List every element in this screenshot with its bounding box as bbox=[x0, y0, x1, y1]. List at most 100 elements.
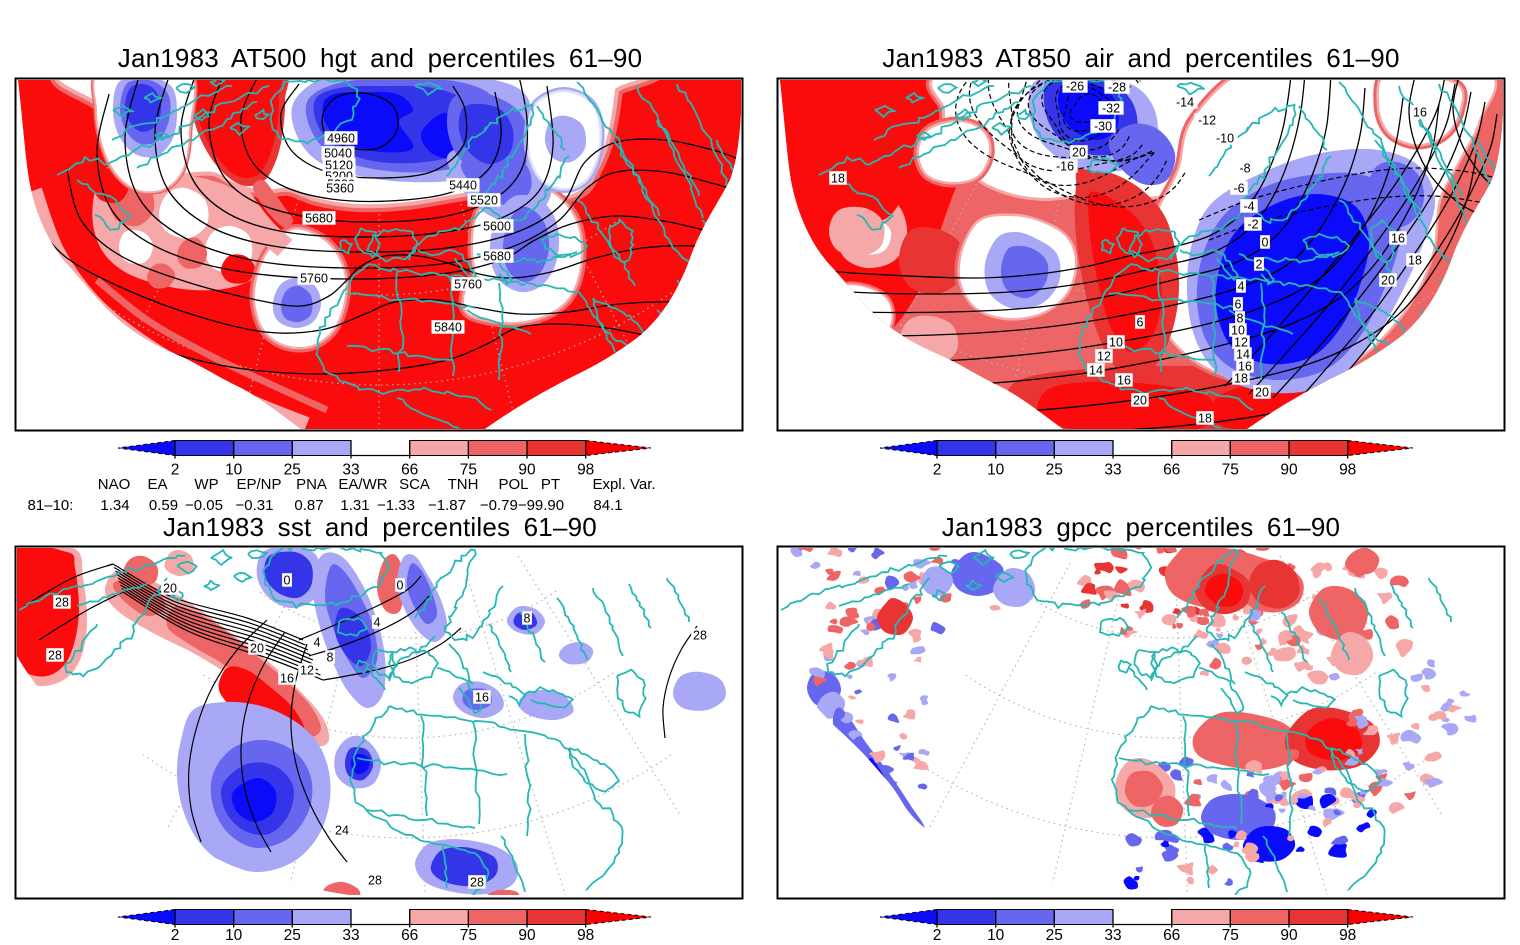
svg-text:25: 25 bbox=[1046, 927, 1063, 940]
svg-text:66: 66 bbox=[1163, 462, 1180, 479]
svg-text:25: 25 bbox=[284, 927, 301, 940]
svg-text:66: 66 bbox=[401, 927, 418, 940]
svg-text:-26: -26 bbox=[1066, 80, 1084, 94]
svg-text:66: 66 bbox=[401, 462, 418, 479]
svg-text:5360: 5360 bbox=[326, 182, 354, 196]
svg-text:SCA: SCA bbox=[399, 476, 430, 493]
svg-text:10: 10 bbox=[1231, 324, 1245, 338]
svg-text:0.87: 0.87 bbox=[294, 497, 323, 514]
svg-text:Jan1983 AT850 air and percenti: Jan1983 AT850 air and percentiles 61–90 bbox=[882, 43, 1399, 73]
svg-text:16: 16 bbox=[1117, 374, 1131, 388]
svg-text:81–10:: 81–10: bbox=[28, 497, 74, 514]
svg-text:25: 25 bbox=[284, 462, 301, 479]
svg-text:2: 2 bbox=[933, 927, 942, 940]
svg-text:16: 16 bbox=[1391, 232, 1405, 246]
svg-text:75: 75 bbox=[460, 462, 477, 479]
svg-text:POL: POL bbox=[498, 476, 528, 493]
svg-text:10: 10 bbox=[1109, 336, 1123, 350]
svg-text:75: 75 bbox=[1222, 462, 1239, 479]
svg-text:2: 2 bbox=[933, 462, 942, 479]
svg-text:18: 18 bbox=[1234, 372, 1248, 386]
svg-text:EA: EA bbox=[147, 476, 167, 493]
svg-text:−1.33: −1.33 bbox=[377, 497, 415, 514]
svg-text:-6: -6 bbox=[1233, 182, 1244, 196]
svg-text:-4: -4 bbox=[1243, 200, 1254, 214]
svg-text:5840: 5840 bbox=[434, 321, 462, 335]
svg-text:6: 6 bbox=[1137, 316, 1144, 330]
svg-text:20: 20 bbox=[1255, 386, 1269, 400]
svg-text:10: 10 bbox=[225, 462, 243, 479]
svg-text:0.59: 0.59 bbox=[149, 497, 178, 514]
svg-text:Jan1983 AT500 hgt and percenti: Jan1983 AT500 hgt and percentiles 61–90 bbox=[118, 43, 642, 73]
svg-text:33: 33 bbox=[1104, 462, 1121, 479]
svg-text:Expl. Var.: Expl. Var. bbox=[592, 476, 655, 493]
svg-text:-14: -14 bbox=[1176, 96, 1194, 110]
svg-text:14: 14 bbox=[1236, 348, 1250, 362]
svg-text:5600: 5600 bbox=[483, 220, 511, 234]
svg-text:5760: 5760 bbox=[300, 272, 328, 286]
svg-text:98: 98 bbox=[1339, 927, 1356, 940]
svg-text:2: 2 bbox=[171, 927, 180, 940]
svg-text:28: 28 bbox=[55, 596, 69, 610]
svg-text:5680: 5680 bbox=[305, 212, 333, 226]
svg-text:-8: -8 bbox=[1239, 162, 1250, 176]
svg-text:0: 0 bbox=[1262, 236, 1269, 250]
svg-text:5120: 5120 bbox=[325, 159, 353, 173]
svg-text:PT: PT bbox=[541, 476, 560, 493]
svg-text:20: 20 bbox=[1381, 274, 1395, 288]
svg-text:EP/NP: EP/NP bbox=[236, 476, 281, 493]
svg-text:Jan1983 sst and percentiles 61: Jan1983 sst and percentiles 61–90 bbox=[163, 512, 597, 542]
svg-text:4960: 4960 bbox=[327, 132, 355, 146]
svg-text:-28: -28 bbox=[1108, 81, 1126, 95]
svg-text:24: 24 bbox=[335, 824, 349, 838]
svg-text:75: 75 bbox=[1222, 927, 1239, 940]
svg-text:−0.79−99.90: −0.79−99.90 bbox=[480, 497, 564, 514]
svg-text:28: 28 bbox=[693, 629, 707, 643]
svg-text:EA/WR: EA/WR bbox=[338, 476, 387, 493]
svg-text:18: 18 bbox=[831, 172, 845, 186]
svg-text:10: 10 bbox=[225, 927, 243, 940]
svg-text:-2: -2 bbox=[1247, 218, 1258, 232]
svg-text:90: 90 bbox=[1280, 462, 1298, 479]
svg-text:TNH: TNH bbox=[448, 476, 479, 493]
svg-text:20: 20 bbox=[250, 642, 264, 656]
svg-text:NAO: NAO bbox=[98, 476, 131, 493]
svg-text:8: 8 bbox=[524, 612, 531, 626]
svg-text:25: 25 bbox=[1046, 462, 1063, 479]
svg-text:-30: -30 bbox=[1094, 120, 1112, 134]
svg-text:98: 98 bbox=[577, 927, 594, 940]
svg-text:8: 8 bbox=[1237, 312, 1244, 326]
svg-text:-10: -10 bbox=[1216, 132, 1234, 146]
svg-text:Jan1983 gpcc percentiles 61–90: Jan1983 gpcc percentiles 61–90 bbox=[942, 512, 1340, 542]
svg-text:2: 2 bbox=[171, 462, 180, 479]
svg-text:33: 33 bbox=[342, 927, 359, 940]
svg-text:28: 28 bbox=[470, 876, 484, 890]
svg-text:1.31: 1.31 bbox=[340, 497, 369, 514]
svg-text:16: 16 bbox=[1238, 360, 1252, 374]
svg-text:-32: -32 bbox=[1102, 102, 1120, 116]
svg-text:12: 12 bbox=[1234, 336, 1248, 350]
svg-text:16: 16 bbox=[1413, 106, 1427, 120]
svg-text:5520: 5520 bbox=[470, 194, 498, 208]
svg-text:12: 12 bbox=[1097, 350, 1111, 364]
svg-text:66: 66 bbox=[1163, 927, 1180, 940]
svg-text:18: 18 bbox=[1198, 412, 1212, 426]
svg-text:WP: WP bbox=[194, 476, 218, 493]
svg-text:28: 28 bbox=[368, 874, 382, 888]
svg-text:20: 20 bbox=[163, 582, 177, 596]
svg-text:14: 14 bbox=[1089, 364, 1103, 378]
svg-text:16: 16 bbox=[280, 672, 294, 686]
svg-text:−0.05: −0.05 bbox=[185, 497, 223, 514]
svg-text:28: 28 bbox=[48, 649, 62, 663]
svg-text:−1.87: −1.87 bbox=[428, 497, 466, 514]
svg-text:8: 8 bbox=[327, 651, 334, 665]
svg-text:10: 10 bbox=[987, 462, 1005, 479]
svg-text:12: 12 bbox=[300, 664, 314, 678]
svg-text:4: 4 bbox=[1238, 280, 1245, 294]
svg-text:10: 10 bbox=[987, 927, 1005, 940]
svg-text:0: 0 bbox=[284, 574, 291, 588]
svg-text:16: 16 bbox=[907, 392, 921, 406]
svg-text:20: 20 bbox=[1133, 394, 1147, 408]
svg-text:2: 2 bbox=[1256, 258, 1263, 272]
svg-text:0: 0 bbox=[397, 579, 404, 593]
